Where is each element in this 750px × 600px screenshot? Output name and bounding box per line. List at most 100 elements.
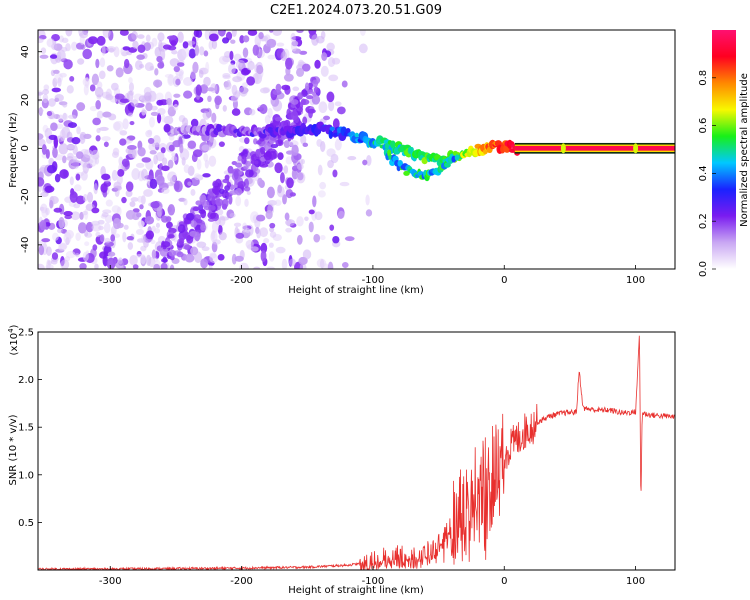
heatmap-noise-cell <box>56 51 62 59</box>
heatmap-noise-cell <box>202 173 211 178</box>
heatmap-noise-cell <box>77 222 87 234</box>
heatmap-noise-cell <box>167 204 176 216</box>
heatmap-noise-cell <box>82 48 93 60</box>
heatmap-noise-cell <box>140 245 147 252</box>
heatmap-noise-cell <box>92 244 98 251</box>
heatmap-noise-cell <box>366 154 372 166</box>
heatmap-noise-cell <box>175 78 181 86</box>
heatmap-noise-cell <box>110 234 116 242</box>
heatmap-noise-cell <box>151 37 158 47</box>
heatmap-noise-cell <box>208 33 219 42</box>
heatmap-noise-cell <box>246 190 251 196</box>
heatmap-streak-cell <box>263 151 272 161</box>
heatmap-noise-cell <box>319 235 326 241</box>
heatmap-noise-cell <box>265 209 273 220</box>
heatmap-noise-cell <box>224 81 232 91</box>
heatmap-noise-cell <box>183 90 193 99</box>
heatmap-streak-cell <box>241 155 247 165</box>
heatmap-noise-cell <box>84 232 93 238</box>
heatmap-streak-cell <box>184 244 191 251</box>
heatmap-noise-cell <box>101 44 106 56</box>
heatmap-noise-cell <box>274 162 283 174</box>
heatmap-noise-cell <box>66 144 76 150</box>
heatmap-noise-cell <box>296 30 304 34</box>
heatmap-streak-cell <box>237 155 242 162</box>
heatmap-streak-cell <box>186 212 195 221</box>
heatmap-noise-cell <box>161 165 170 172</box>
heatmap-noise-cell <box>132 40 139 50</box>
heatmap-noise-cell <box>207 95 212 103</box>
heatmap-noise-cell <box>240 68 250 76</box>
heatmap-noise-cell <box>199 46 205 56</box>
heatmap-streak-cell <box>215 198 224 207</box>
snr-frame <box>37 331 676 571</box>
heatmap-streak-cell <box>211 196 216 206</box>
heatmap-noise-cell <box>183 164 190 174</box>
heatmap-noise-cell <box>313 233 321 243</box>
heatmap-streak-cell <box>228 194 233 205</box>
heatmap-noise-cell <box>49 54 58 59</box>
heatmap-noise-cell <box>38 38 44 44</box>
colorbar-gradient <box>712 30 736 269</box>
heatmap-branch-cell <box>454 154 460 161</box>
heatmap-noise-cell <box>130 99 139 107</box>
heatmap-noise-cell <box>362 159 368 166</box>
heatmap-noise-cell <box>137 44 146 54</box>
colorbar-label: Normalized spectral amplitude <box>739 73 750 227</box>
heatmap-noise-cell <box>184 253 195 263</box>
heatmap-noise-cell <box>332 169 338 178</box>
heatmap-noise-cell <box>105 199 113 207</box>
heatmap-streak-cell <box>226 181 231 188</box>
heatmap-noise-cell <box>69 76 75 82</box>
heatmap-noise-cell <box>282 194 287 205</box>
heatmap-noise-cell <box>106 65 114 72</box>
heatmap-noise-cell <box>228 63 236 75</box>
heatmap-noise-cell <box>210 231 218 243</box>
spectrogram-y-ticks: -40 -20 0 20 40 <box>20 45 42 253</box>
heatmap-noise-cell <box>62 112 67 120</box>
heatmap-ridge-cell <box>390 140 396 149</box>
heatmap-noise-cell <box>137 146 146 157</box>
heatmap-noise-cell <box>89 84 96 92</box>
heatmap-noise-cell <box>132 208 140 213</box>
heatmap-noise-cell <box>193 30 200 38</box>
heatmap-noise-cell <box>156 175 165 186</box>
heatmap-streak-cell <box>307 89 314 95</box>
heatmap-streak-cell <box>176 251 184 258</box>
heatmap-noise-cell <box>329 224 335 231</box>
heatmap-noise-cell <box>73 184 82 192</box>
heatmap-noise-cell <box>316 258 327 268</box>
heatmap-noise-cell <box>144 62 154 72</box>
heatmap-noise-cell <box>259 87 270 94</box>
heatmap-noise-cell <box>79 263 87 269</box>
heatmap-streak-cell <box>307 82 313 90</box>
heatmap-noise-cell <box>267 54 276 60</box>
heatmap-noise-cell <box>292 86 300 92</box>
heatmap-noise-cell <box>94 263 99 269</box>
heatmap-noise-cell <box>135 253 145 259</box>
heatmap-noise-cell <box>300 134 307 145</box>
heatmap-noise-cell <box>71 136 81 145</box>
snr-y-ticks: 0.5 1.0 1.5 2.0 2.5 <box>18 328 42 529</box>
snr-x-tick-label: -300 <box>99 576 122 587</box>
heatmap-noise-cell <box>54 93 64 102</box>
heatmap-noise-cell <box>150 239 156 245</box>
heatmap-streak-cell <box>243 165 249 170</box>
heatmap-noise-cell <box>122 46 131 51</box>
heatmap-streak-cell <box>208 205 216 211</box>
heatmap-noise-cell <box>218 141 225 147</box>
heatmap-streak-cell <box>219 188 225 194</box>
heatmap-noise-cell <box>95 135 101 142</box>
heatmap-noise-cell <box>327 261 334 269</box>
heatmap-noise-cell <box>119 138 127 146</box>
heatmap-noise-cell <box>121 196 127 204</box>
heatmap-noise-cell <box>266 186 275 199</box>
heatmap-noise-cell <box>211 220 220 233</box>
heatmap-streak-cell <box>233 169 239 180</box>
heatmap-noise-cell <box>235 195 242 207</box>
heatmap-noise-cell <box>249 109 256 116</box>
heatmap-noise-cell <box>98 126 109 131</box>
heatmap-noise-cell <box>40 191 49 198</box>
heatmap-noise-cell <box>52 147 58 159</box>
heatmap-streak-cell <box>168 249 177 257</box>
